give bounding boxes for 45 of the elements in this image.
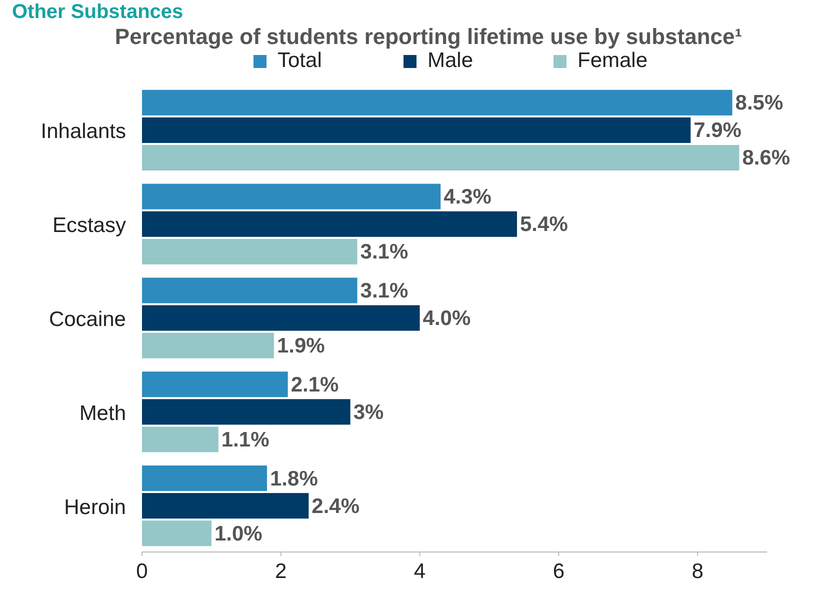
legend-label: Total [278, 49, 322, 72]
bar [142, 520, 212, 546]
data-label: 7.9% [694, 119, 742, 142]
x-tick-label: 0 [136, 560, 148, 583]
x-tick-label: 8 [692, 560, 704, 583]
y-tick-label: Inhalants [40, 120, 126, 144]
chart-subtitle: Percentage of students reporting lifetime use by substance¹ [114, 24, 742, 49]
bar [142, 332, 274, 358]
bar [142, 372, 288, 398]
bar [142, 238, 358, 264]
bar [142, 465, 267, 492]
bar [142, 117, 691, 143]
data-label: 3.1% [360, 279, 408, 302]
data-label: 3.1% [360, 240, 408, 264]
y-tick-label: Heroin [64, 496, 126, 519]
bar [142, 144, 740, 171]
x-tick-label: 4 [414, 560, 426, 583]
data-label: 1.9% [276, 334, 326, 358]
data-label: 4.3% [444, 186, 492, 209]
data-label: 1.1% [221, 428, 270, 452]
data-label: 8.6% [742, 146, 790, 170]
chart-title: Other Substances [12, 1, 184, 23]
x-tick-label: 2 [275, 560, 287, 583]
legend-label: Female [578, 49, 648, 72]
y-tick-label: Cocaine [48, 308, 126, 331]
data-label: 8.5% [735, 92, 784, 115]
bar [142, 278, 358, 304]
legend-label: Male [428, 49, 474, 72]
bar [142, 211, 517, 237]
data-label: 1.0% [214, 522, 263, 546]
y-tick-label: Ecstasy [52, 214, 126, 238]
data-label: 2.1% [290, 373, 340, 396]
bar [142, 184, 441, 210]
bar [142, 90, 732, 116]
bar [142, 493, 309, 519]
data-label: 2.4% [312, 494, 360, 518]
data-label: 4.0% [422, 307, 471, 330]
x-tick-label: 6 [552, 560, 565, 583]
data-label: 1.8% [270, 467, 318, 490]
bar [142, 426, 218, 452]
data-label: 5.4% [520, 213, 568, 236]
bar [142, 305, 420, 331]
data-label: 3% [353, 400, 384, 424]
bar [142, 399, 350, 425]
y-tick-label: Meth [79, 402, 126, 425]
